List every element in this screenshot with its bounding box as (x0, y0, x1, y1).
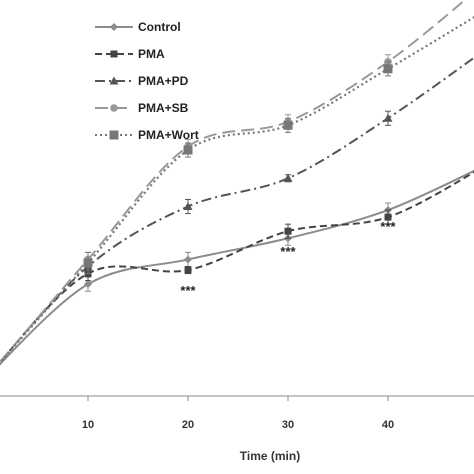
legend-swatch-marker (110, 23, 118, 31)
x-tick-label: 20 (182, 419, 194, 431)
series-1 (0, 171, 474, 364)
series-line (0, 56, 474, 364)
legend-swatch-marker (109, 76, 119, 85)
data-point (183, 202, 193, 210)
series-3 (0, 0, 467, 364)
series-line (0, 15, 474, 365)
x-tick-label: 10 (82, 419, 94, 431)
data-point (84, 280, 92, 289)
annotations: *** *** *** (180, 219, 396, 298)
data-point (83, 258, 93, 268)
legend-label: PMA (138, 47, 165, 61)
significance-label: *** (280, 244, 296, 259)
series-0 (0, 169, 474, 366)
legend-item: PMA+SB (95, 101, 189, 115)
data-point (384, 213, 392, 221)
legend-label: PMA+PD (138, 74, 189, 88)
data-point (283, 120, 293, 130)
significance-label: *** (180, 283, 196, 298)
legend: Control PMA PMA+PD PMA+SB PMA+Wort (95, 20, 199, 142)
legend-item: Control (95, 20, 181, 34)
series-4 (0, 15, 474, 365)
x-ticks: 10 20 30 40 (82, 396, 394, 431)
data-point (383, 113, 393, 122)
legend-item: PMA (95, 47, 165, 61)
data-point (383, 64, 393, 74)
data-point (284, 227, 292, 235)
significance-label: *** (380, 219, 396, 234)
legend-item: PMA+Wort (95, 128, 199, 142)
legend-swatch-marker (109, 130, 119, 140)
series-line (0, 0, 467, 364)
data-point (184, 266, 192, 274)
data-point (183, 145, 193, 155)
series-line (0, 171, 474, 364)
plot-area (0, 0, 474, 366)
legend-swatch-marker (110, 50, 118, 58)
x-tick-label: 30 (282, 419, 294, 431)
legend-swatch-marker (110, 104, 118, 112)
legend-label: PMA+Wort (138, 128, 199, 142)
data-point (283, 173, 293, 182)
data-point (184, 255, 192, 264)
series-2 (0, 56, 474, 364)
legend-label: PMA+SB (138, 101, 189, 115)
legend-label: Control (138, 20, 181, 34)
series-line (0, 169, 474, 366)
x-tick-label: 40 (382, 419, 394, 431)
x-axis-title: Time (min) (240, 449, 300, 463)
legend-item: PMA+PD (95, 74, 189, 88)
